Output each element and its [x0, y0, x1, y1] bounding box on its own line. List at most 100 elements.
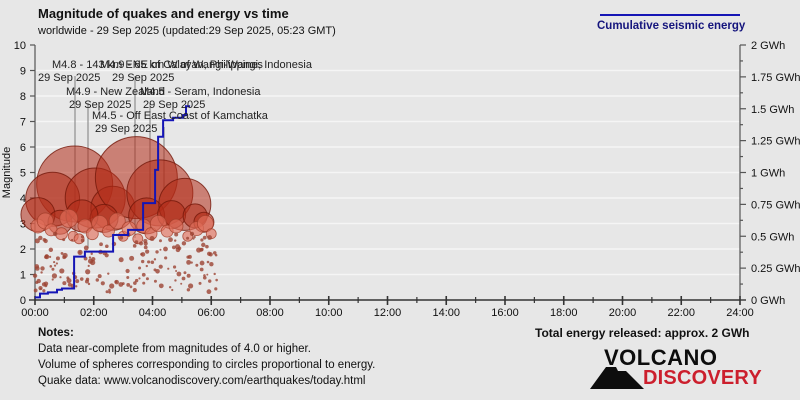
volcanodiscovery-logo[interactable]: VOLCANO DISCOVERY — [588, 345, 793, 395]
quake-dot — [175, 247, 181, 253]
total-energy-label: Total energy released: approx. 2 GWh — [535, 326, 750, 340]
annotation-quake-4-date: 29 Sep 2025 — [143, 99, 206, 111]
annotation-quake-1-date: 29 Sep 2025 — [38, 72, 101, 84]
quake-bubble-small[interactable] — [59, 208, 79, 228]
quake-dot — [53, 260, 56, 264]
quake-bubble-small[interactable] — [168, 218, 184, 234]
notes-block: Notes: Data near-complete from magnitude… — [38, 325, 375, 389]
quake-dot — [34, 238, 40, 244]
annotation-quake-2[interactable]: M4.9 - 65 km W of Wangi-Wangi, Indonesia — [100, 59, 312, 71]
quake-dot — [88, 256, 92, 259]
notes-line-2: Volume of spheres corresponding to circl… — [38, 359, 376, 371]
quake-dot — [66, 278, 72, 284]
quake-dot — [189, 231, 195, 236]
quake-dot — [39, 287, 42, 290]
quake-dot — [108, 288, 111, 292]
quake-bubble-small[interactable] — [102, 224, 115, 238]
annotation-quake-3[interactable]: M4.9 - New Zealand — [66, 86, 166, 98]
quake-dot — [202, 275, 207, 280]
quake-dot — [91, 257, 96, 262]
quake-dot — [150, 260, 155, 265]
quake-dot — [49, 255, 52, 258]
annotation-quake-3-date: 29 Sep 2025 — [69, 99, 132, 111]
quake-dot — [43, 281, 49, 286]
quake-dot — [75, 285, 78, 288]
quake-dot — [195, 263, 199, 267]
annotation-quake-1[interactable]: M4.8 - 143 km ENE of Calayan, Philippine… — [52, 59, 263, 71]
y-right-tick-label: 0.25 GWh — [751, 263, 800, 275]
quake-dot — [55, 256, 60, 261]
quake-dot — [62, 252, 68, 259]
quake-dot — [87, 264, 90, 267]
cumulative-energy-line — [35, 105, 191, 299]
quake-dot — [34, 264, 40, 269]
quake-dot — [209, 261, 214, 267]
legend-label: Cumulative seismic energy — [597, 20, 746, 32]
quake-dot — [181, 276, 186, 281]
quake-dot — [172, 265, 177, 269]
y-left-axis-title: Magnitude — [1, 147, 13, 198]
quake-dot — [51, 267, 55, 271]
quake-dot — [149, 236, 155, 242]
quake-dot — [134, 278, 139, 283]
y-left-tick-label: 5 — [20, 168, 26, 180]
quake-dot — [187, 254, 192, 259]
chart-subtitle: worldwide - 29 Sep 2025 (updated:29 Sep … — [38, 25, 336, 37]
x-tick-label: 00:00 — [21, 307, 49, 319]
quake-dot — [62, 281, 67, 286]
quake-dot — [141, 272, 146, 277]
quake-dot — [53, 264, 57, 267]
annotation-quake-4[interactable]: M4.5 - Seram, Indonesia — [140, 86, 261, 98]
notes-line-3[interactable]: Quake data: www.volcanodiscovery.com/ear… — [38, 375, 366, 387]
quake-dot — [42, 238, 47, 242]
quake-dot — [75, 279, 80, 284]
y-right-tick-label: 0.5 GWh — [751, 231, 794, 243]
quake-dot — [199, 248, 204, 252]
x-tick-label: 16:00 — [491, 307, 519, 319]
quake-dot — [171, 245, 176, 250]
quake-dot — [32, 273, 38, 278]
quake-dot — [174, 232, 179, 237]
quake-dot — [174, 239, 177, 242]
quake-dot — [207, 235, 213, 240]
quake-dot — [109, 283, 115, 289]
quake-dot — [83, 245, 89, 251]
quake-dot — [38, 235, 43, 241]
quake-dot — [159, 248, 162, 251]
quake-bubble-small[interactable] — [85, 227, 99, 241]
quake-dot — [108, 290, 112, 294]
y-left-tick-label: 1 — [20, 270, 26, 282]
quake-dot — [214, 287, 218, 291]
annotation-quake-5[interactable]: M4.5 - Off East Coast of Kamchatka — [92, 110, 268, 122]
quake-dot — [133, 281, 137, 285]
x-tick-label: 20:00 — [609, 307, 637, 319]
quake-dot — [187, 283, 194, 289]
quake-dot — [153, 258, 157, 261]
x-tick-label: 04:00 — [139, 307, 167, 319]
y-right-tick-label: 1.5 GWh — [751, 104, 794, 116]
y-right-tick-label: 0.75 GWh — [751, 199, 800, 211]
quake-dot — [126, 282, 131, 287]
quake-dot — [100, 281, 105, 286]
quake-dot — [186, 236, 190, 240]
annotation-quake-2-date: 29 Sep 2025 — [112, 72, 175, 84]
quake-dot — [51, 278, 54, 281]
quake-dot — [52, 231, 58, 237]
quake-bubble-small[interactable] — [196, 215, 214, 232]
energy-line-swatch — [600, 14, 740, 16]
quake-dot — [207, 251, 212, 256]
quake-dot — [142, 281, 146, 285]
quake-dot — [193, 235, 196, 239]
x-tick-label: 24:00 — [726, 307, 754, 319]
quake-dot — [59, 268, 65, 274]
x-tick-label: 18:00 — [550, 307, 578, 319]
quake-dot — [186, 273, 191, 278]
quake-dot — [208, 279, 212, 283]
quake-dot — [206, 289, 212, 295]
quake-bubble-small[interactable] — [108, 212, 126, 230]
quake-dot — [97, 274, 102, 279]
logo-word-discovery: DISCOVERY — [643, 367, 762, 389]
x-tick-label: 22:00 — [667, 307, 695, 319]
